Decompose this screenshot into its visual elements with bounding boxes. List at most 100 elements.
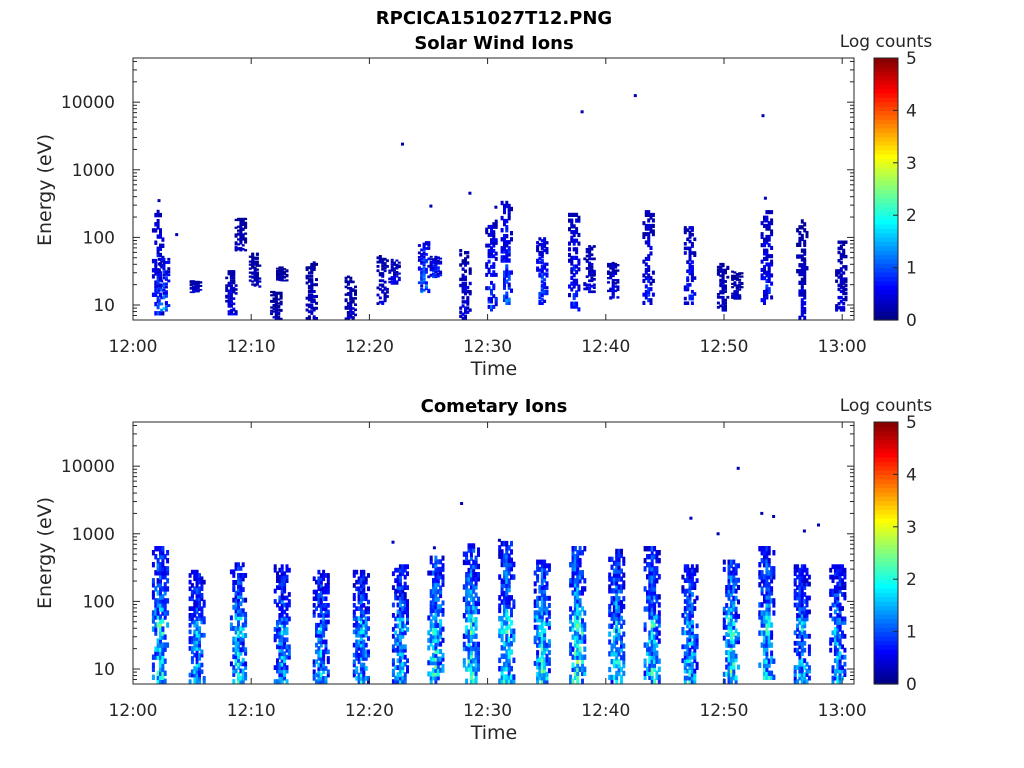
heatmap-cell [317, 672, 321, 678]
heatmap-cell [798, 254, 802, 259]
heatmap-cell [427, 244, 431, 247]
heatmap-cell [737, 585, 740, 590]
heatmap-cell [154, 622, 158, 628]
heatmap-cell [420, 260, 424, 264]
heatmap-cell [512, 599, 516, 605]
colorbar-segment [874, 574, 898, 580]
heatmap-cell [420, 254, 424, 258]
heatmap-cell [507, 657, 511, 664]
heatmap-cell [729, 671, 733, 677]
heatmap-cell [727, 570, 731, 576]
heatmap-cell [500, 624, 504, 630]
heatmap-cell [202, 616, 206, 621]
heatmap-cell [161, 243, 165, 248]
heatmap-cell [503, 557, 506, 564]
heatmap-cell [397, 276, 401, 279]
heatmap-cell [352, 672, 356, 678]
heatmap-cell [573, 546, 577, 552]
heatmap-cell [429, 622, 433, 628]
heatmap-cell [344, 279, 348, 282]
heatmap-cell [839, 246, 843, 251]
heatmap-cell [398, 654, 402, 660]
heatmap-cell [510, 237, 513, 242]
heatmap-cell [622, 651, 626, 657]
heatmap-cell [434, 574, 438, 580]
heatmap-cell [357, 632, 361, 638]
heatmap-cell [287, 644, 291, 650]
heatmap-cell [578, 598, 582, 604]
heatmap-cell [359, 579, 363, 585]
heatmap-cell [276, 668, 279, 674]
heatmap-cell [765, 630, 769, 636]
heatmap-cell [434, 258, 438, 261]
heatmap-cell [734, 639, 738, 645]
heatmap-cell [686, 564, 690, 570]
heatmap-cell [763, 256, 766, 261]
heatmap-cell [800, 592, 804, 597]
heatmap-cell [280, 623, 284, 629]
heatmap-cell [461, 287, 465, 292]
heatmap-cell [239, 576, 243, 582]
heatmap-cell [315, 301, 318, 305]
heatmap-cell [538, 675, 542, 681]
heatmap-cell [322, 649, 326, 655]
heatmap-cell [427, 241, 431, 244]
heatmap-cell [195, 642, 199, 648]
heatmap-cell [278, 633, 282, 639]
x-tick-label: 12:00 [109, 337, 158, 357]
heatmap-cell [500, 666, 504, 672]
heatmap-cell [436, 570, 440, 576]
heatmap-cell [510, 288, 513, 293]
heatmap-cell [326, 609, 330, 615]
colorbar-tick-label: 1 [906, 623, 917, 643]
heatmap-cell [620, 584, 623, 590]
heatmap-cell [721, 273, 725, 276]
heatmap-cell [653, 566, 657, 572]
heatmap-cell [383, 299, 387, 303]
heatmap-cell [466, 285, 470, 290]
heatmap-cell [285, 630, 289, 636]
heatmap-cell [505, 291, 509, 296]
heatmap-cell [765, 646, 769, 652]
heatmap-cell [590, 290, 594, 294]
heatmap-cell [310, 293, 314, 297]
heatmap-cell [735, 297, 739, 300]
heatmap-cell [536, 247, 540, 251]
heatmap-cell [310, 279, 314, 283]
heatmap-cell [500, 590, 504, 597]
heatmap-cell [831, 675, 835, 681]
heatmap-cell [164, 291, 168, 295]
heatmap-cell [195, 636, 199, 641]
heatmap-cell [161, 634, 165, 640]
heatmap-cell [272, 304, 276, 307]
heatmap-cell [398, 679, 402, 684]
heatmap-cell [234, 565, 238, 571]
heatmap-cell [569, 618, 573, 624]
heatmap-cell [258, 280, 262, 283]
heatmap-cell [255, 271, 259, 274]
heatmap-cell [836, 571, 840, 577]
heatmap-cell [505, 549, 509, 555]
heatmap-cell [359, 662, 363, 668]
heatmap-cell [545, 585, 549, 590]
heatmap-cell [617, 552, 621, 559]
heatmap-cell [154, 289, 158, 294]
heatmap-cell [573, 582, 577, 588]
colorbar-segment [874, 245, 898, 251]
heatmap-cell [733, 277, 737, 281]
heatmap-cell [472, 572, 476, 578]
heatmap-cell [841, 571, 844, 577]
heatmap-cell [352, 569, 356, 575]
heatmap-cell [232, 668, 236, 674]
heatmap-cell [540, 284, 544, 288]
heatmap-cell [156, 578, 160, 584]
heatmap-cell [617, 607, 621, 614]
heatmap-cell [805, 668, 809, 674]
heatmap-cell [503, 578, 506, 584]
heatmap-cell [765, 674, 769, 680]
heatmap-cell [617, 611, 621, 618]
heatmap-cell [538, 566, 542, 572]
heatmap-cell [536, 260, 540, 264]
heatmap-cell [540, 664, 544, 670]
heatmap-cell [690, 294, 694, 299]
